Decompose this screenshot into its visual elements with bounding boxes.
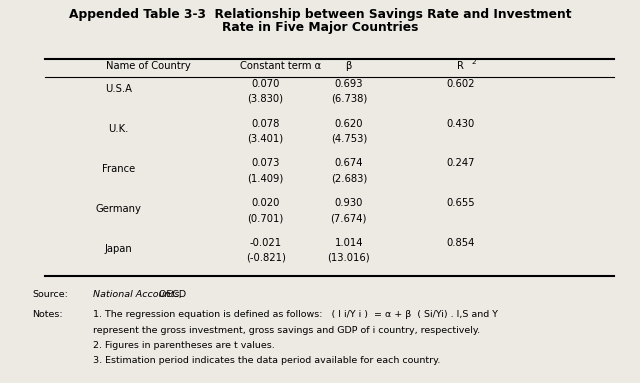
Text: Constant term α: Constant term α — [240, 61, 321, 71]
Text: (4.753): (4.753) — [331, 133, 367, 143]
Text: Source:: Source: — [32, 290, 68, 299]
Text: 0.674: 0.674 — [335, 159, 363, 169]
Text: 0.247: 0.247 — [447, 159, 475, 169]
Text: Appended Table 3-3  Relationship between Savings Rate and Investment: Appended Table 3-3 Relationship between … — [68, 8, 572, 21]
Text: U.S.A: U.S.A — [105, 84, 132, 94]
Text: 2. Figures in parentheses are t values.: 2. Figures in parentheses are t values. — [93, 341, 275, 350]
Text: Japan: Japan — [104, 244, 132, 254]
Text: (1.409): (1.409) — [248, 173, 284, 183]
Text: -0.021: -0.021 — [250, 238, 282, 248]
Text: OECD: OECD — [156, 290, 186, 299]
Text: Germany: Germany — [95, 204, 141, 214]
Text: 0.430: 0.430 — [447, 119, 475, 129]
Text: 0.070: 0.070 — [252, 79, 280, 89]
Text: 1. The regression equation is defined as follows:   ( I i/Y i )  = α + β  ( Si/Y: 1. The regression equation is defined as… — [93, 310, 498, 319]
Text: 0.620: 0.620 — [335, 119, 363, 129]
Text: 0.655: 0.655 — [447, 198, 475, 208]
Text: R: R — [458, 61, 464, 71]
Text: (3.830): (3.830) — [248, 93, 284, 103]
Text: (7.674): (7.674) — [331, 213, 367, 223]
Text: (6.738): (6.738) — [331, 93, 367, 103]
Text: 0.073: 0.073 — [252, 159, 280, 169]
Text: (13.016): (13.016) — [328, 253, 370, 263]
Text: 0.693: 0.693 — [335, 79, 363, 89]
Text: Notes:: Notes: — [32, 310, 63, 319]
Text: (0.701): (0.701) — [248, 213, 284, 223]
Text: (3.401): (3.401) — [248, 133, 284, 143]
Text: France: France — [102, 164, 135, 174]
Text: (2.683): (2.683) — [331, 173, 367, 183]
Text: 0.854: 0.854 — [447, 238, 475, 248]
Text: 0.602: 0.602 — [447, 79, 475, 89]
Text: 1.014: 1.014 — [335, 238, 363, 248]
Text: Name of Country: Name of Country — [106, 61, 190, 71]
Text: National Accounts,: National Accounts, — [93, 290, 182, 299]
Text: 0.930: 0.930 — [335, 198, 363, 208]
Text: U.K.: U.K. — [108, 124, 129, 134]
Text: represent the gross investment, gross savings and GDP of i country, respectively: represent the gross investment, gross sa… — [93, 326, 480, 335]
Text: β: β — [346, 61, 352, 71]
Text: Rate in Five Major Countries: Rate in Five Major Countries — [222, 21, 418, 34]
Text: 0.078: 0.078 — [252, 119, 280, 129]
Text: (-0.821): (-0.821) — [246, 253, 285, 263]
Text: 3. Estimation period indicates the data period available for each country.: 3. Estimation period indicates the data … — [93, 356, 440, 365]
Text: 0.020: 0.020 — [252, 198, 280, 208]
Text: 2: 2 — [471, 59, 476, 65]
